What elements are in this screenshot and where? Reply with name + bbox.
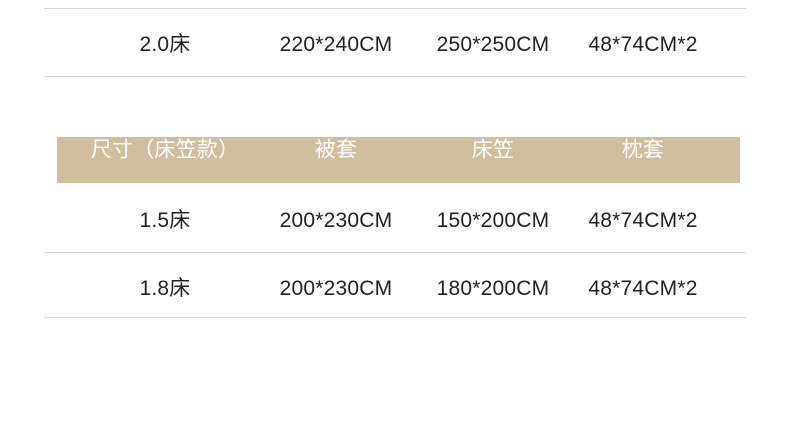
divider-bottom — [44, 317, 746, 318]
header-fitted-sheet: 床笠 — [471, 138, 515, 162]
cell-pillowcase: 48*74CM*2 — [588, 209, 698, 232]
cell-size: 2.0床 — [139, 33, 191, 56]
cell-size: 1.5床 — [139, 209, 191, 232]
cell-duvet-cover: 200*230CM — [279, 209, 393, 232]
divider-row-1 — [44, 252, 746, 253]
table-header-band — [57, 137, 740, 183]
divider-top — [44, 8, 746, 9]
cell-fitted-sheet: 180*200CM — [436, 277, 550, 300]
header-pillowcase: 枕套 — [621, 138, 665, 162]
cell-bed-sheet: 250*250CM — [436, 33, 550, 56]
table-row: 1.8床 200*230CM 180*200CM 48*74CM*2 — [0, 274, 790, 306]
table-row-previous-section: 2.0床 220*240CM 250*250CM 48*74CM*2 — [0, 30, 790, 62]
header-duvet-cover: 被套 — [314, 138, 358, 162]
table-row: 1.5床 200*230CM 150*200CM 48*74CM*2 — [0, 206, 790, 238]
header-size: 尺寸（床笠款） — [90, 138, 240, 162]
cell-duvet-cover: 220*240CM — [279, 33, 393, 56]
cell-duvet-cover: 200*230CM — [279, 277, 393, 300]
cell-size: 1.8床 — [139, 277, 191, 300]
cell-pillowcase: 48*74CM*2 — [588, 33, 698, 56]
cell-pillowcase: 48*74CM*2 — [588, 277, 698, 300]
table-header-row: 尺寸（床笠款） 被套 床笠 枕套 — [0, 137, 790, 183]
cell-fitted-sheet: 150*200CM — [436, 209, 550, 232]
divider-below-previous-section — [44, 76, 746, 77]
